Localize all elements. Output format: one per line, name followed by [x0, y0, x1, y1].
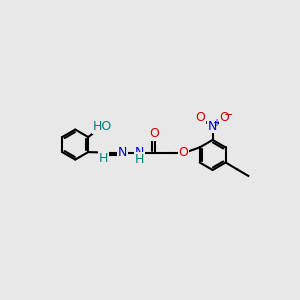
Text: N: N	[135, 146, 144, 159]
Text: HO: HO	[92, 120, 112, 134]
Text: O: O	[178, 146, 188, 159]
Text: N: N	[208, 120, 218, 133]
Text: O: O	[150, 127, 159, 140]
Text: H: H	[99, 152, 108, 165]
Text: O: O	[220, 111, 230, 124]
Text: N: N	[118, 146, 127, 159]
Text: O: O	[196, 111, 206, 124]
Text: +: +	[212, 118, 220, 128]
Text: H: H	[135, 152, 144, 166]
Text: −: −	[224, 110, 233, 120]
